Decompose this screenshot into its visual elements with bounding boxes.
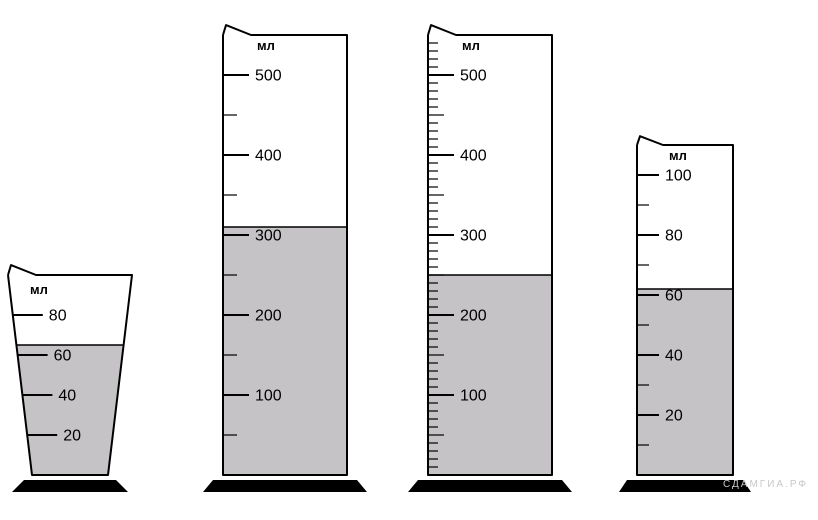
scale-label: 500	[460, 68, 487, 85]
scale-label: 20	[665, 408, 683, 425]
scale-label: 200	[255, 308, 282, 325]
scale-label: 500	[255, 68, 282, 85]
cylinder-b: 100 200 300 400 500 мл	[203, 25, 367, 492]
scale-label: 400	[255, 148, 282, 165]
beaker-a: 20 40 60 80мл	[8, 265, 132, 492]
watermark-text: СДАМГИА.РФ	[723, 479, 808, 490]
scale-label: 300	[460, 228, 487, 245]
cylinder-d: 20 40 60 80 100 мл	[619, 136, 751, 492]
cylinder-c: 100 200 300 400 500 мл	[408, 25, 572, 492]
scale-label: 20	[63, 428, 81, 445]
scale-label: 60	[665, 288, 683, 305]
scale-label: 200	[460, 308, 487, 325]
scale-label: 80	[665, 228, 683, 245]
unit-label: мл	[462, 38, 480, 53]
scale-label: 60	[54, 348, 72, 365]
measuring-vessels-svg: 20406080мл100200300400500мл1002003004005…	[0, 0, 818, 520]
scale-label: 40	[58, 388, 76, 405]
scale-label: 100	[460, 388, 487, 405]
unit-label: мл	[669, 148, 687, 163]
scale-label: 80	[49, 308, 67, 325]
diagram-stage: 20406080мл100200300400500мл1002003004005…	[0, 0, 818, 520]
scale-label: 300	[255, 228, 282, 245]
scale-label: 40	[665, 348, 683, 365]
unit-label: мл	[30, 282, 48, 297]
unit-label: мл	[257, 38, 275, 53]
scale-label: 100	[255, 388, 282, 405]
scale-label: 100	[665, 168, 692, 185]
scale-label: 400	[460, 148, 487, 165]
